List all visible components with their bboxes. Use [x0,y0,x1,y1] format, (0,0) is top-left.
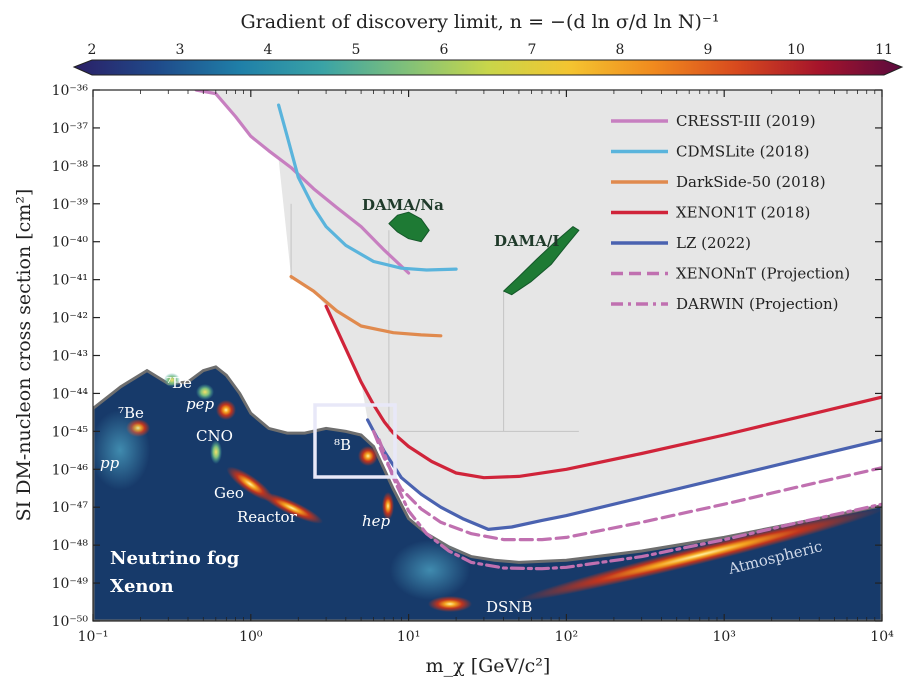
excluded-region [93,90,882,530]
colorbar-tick-label: 4 [264,42,273,58]
y-tick-label: 10⁻³⁸ [52,159,89,175]
series-line-2 [289,275,443,338]
x-tick-label: 10³ [712,629,735,645]
colorbar-label: Gradient of discovery limit, n = −(d ln … [240,11,719,33]
x-axis-label: m_χ [GeV/c²] [426,655,551,677]
fog-hotspots [93,373,882,612]
colorbar [72,59,904,76]
series-line-3 [324,304,882,480]
y-axis-label: SI DM-nucleon cross section [cm²] [13,189,35,522]
colorbar-tick-label: 3 [176,42,185,58]
series-line-5 [372,429,882,542]
x-axis-ticks: 10⁻¹ 10⁰ 10¹ 10² 10³ 10⁴ [78,90,894,645]
hotspot-atmos [515,508,882,602]
colorbar-tick-label: 9 [704,42,713,58]
b8-highlight-box [313,403,397,479]
limit-curves [194,90,882,571]
colorbar-tick-label: 7 [528,42,537,58]
label-dama-na: DAMA/Na [362,196,444,214]
glow-pp [93,410,150,490]
hotspot-hep [382,492,394,520]
y-tick-label: 10⁻³⁷ [52,121,89,137]
legend-entry-label: XENON1T (2018) [676,204,810,222]
series-line-1 [277,103,458,272]
series-line-4 [366,418,882,531]
y-tick-label: 10⁻⁴² [52,311,88,327]
legend-entry-label: CRESST-III (2019) [676,112,816,130]
hotspot-dsnb [428,596,472,612]
hotspot-cno-2 [210,440,222,464]
y-tick-label: 10⁻⁵⁰ [52,614,89,630]
colorbar-tick-label: 2 [88,42,97,58]
colorbar-tick-label: 8 [616,42,625,58]
y-tick-label: 10⁻⁴⁸ [52,538,89,554]
label-pep: pep [186,395,214,413]
series-line-0 [194,90,411,275]
legend-entry-label: DARWIN (Projection) [676,295,839,313]
y-tick-label: 10⁻⁴³ [52,349,88,365]
y-tick-label: 10⁻⁴¹ [52,273,88,289]
x-tick-label: 10⁴ [870,629,894,645]
colorbar-tick-label: 10 [787,42,805,58]
legend-entry-label: DarkSide-50 (2018) [676,173,826,191]
hotspot-7be-2 [164,373,180,387]
y-tick-label: 10⁻⁴⁴ [52,386,89,402]
x-tick-label: 10⁰ [239,629,263,645]
glow-fog [390,540,470,600]
hotspot-cno [216,400,236,420]
y-tick-label: 10⁻³⁶ [52,83,89,99]
dama-region-1 [503,226,580,296]
colorbar-tick-label: 5 [352,42,361,58]
y-tick-label: 10⁻⁴⁷ [52,500,89,516]
x-tick-label: 10⁻¹ [78,629,109,645]
y-tick-label: 10⁻⁴⁵ [52,424,89,440]
hotspot-geo [226,466,274,502]
y-tick-label: 10⁻³⁹ [52,197,89,213]
x-tick-label: 10¹ [397,629,420,645]
y-tick-label: 10⁻⁴⁶ [52,462,89,478]
label-dsnb: DSNB [486,598,532,616]
label-7be: ⁷Be [118,404,144,422]
dama-regions [388,211,580,296]
label-reactor: Reactor [237,508,298,526]
label-dama-i: DAMA/I [494,232,559,250]
legend: CRESST-III (2019) CDMSLite (2018) DarkSide… [611,112,850,313]
x-tick-label: 10² [555,629,578,645]
colorbar-tick-label: 6 [440,42,449,58]
label-hep: hep [362,512,391,530]
colorbar-tick-label: 11 [875,42,893,58]
legend-entry-label: XENONnT (Projection) [676,265,850,283]
hotspot-reactor [261,492,323,524]
fog-label-line1: Neutrino fog [110,548,240,569]
y-tick-label: 10⁻⁴⁰ [52,235,89,251]
legend-entry-label: CDMSLite (2018) [676,143,809,161]
label-cno: CNO [196,427,233,445]
hotspot-8b [358,446,378,466]
dama-region-0 [388,211,430,243]
series-line-6 [377,438,882,571]
y-tick-label: 10⁻⁴⁹ [52,576,89,592]
fog-label-line2: Xenon [110,576,174,597]
label-geo: Geo [214,484,244,502]
hotspot-pep [196,384,214,400]
label-8b: ⁸B [334,436,351,454]
legend-entry-label: LZ (2022) [676,234,751,252]
y-axis-ticks: 10⁻⁵⁰ 10⁻⁴⁹ 10⁻⁴⁸ 10⁻⁴⁷ 10⁻⁴⁶ 10⁻⁴⁵ 10⁻⁴⁴ 10⁻⁴³… [52,83,882,630]
label-pp: pp [100,454,120,472]
label-7be-2: ⁷Be [166,374,192,392]
